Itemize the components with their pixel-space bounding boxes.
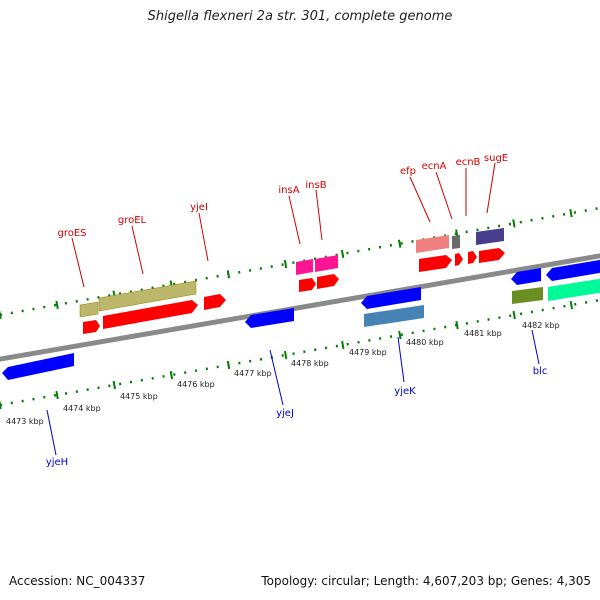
ruler-label: 4479 kbp <box>349 348 387 357</box>
ruler-tick <box>512 219 516 228</box>
groEL-cds[interactable] <box>103 300 198 329</box>
groEL-gene[interactable] <box>98 280 197 312</box>
sugE-cds[interactable] <box>479 248 505 263</box>
ruler-tick <box>226 360 231 370</box>
gene-label-yjeK: yjeK <box>394 386 416 397</box>
ruler-tick <box>169 370 174 380</box>
efp-rna[interactable] <box>416 235 449 253</box>
ruler-label: 4475 kbp <box>120 392 158 401</box>
ruler-label: 4476 kbp <box>177 380 215 389</box>
blc-gene[interactable] <box>511 268 541 285</box>
ruler-tick <box>512 310 516 320</box>
gene-label-ecnB: ecnB <box>456 157 481 168</box>
ecnA-cds[interactable] <box>455 253 463 266</box>
features-top[interactable] <box>79 228 505 334</box>
ruler-label: 4474 kbp <box>63 404 101 413</box>
ruler-tick <box>112 380 116 390</box>
bottom-ruler <box>0 298 600 407</box>
gene-label-groEL: groEL <box>118 215 147 226</box>
gene-label-ecnA: ecnA <box>422 161 447 172</box>
gene-label-groES: groES <box>57 228 86 239</box>
gene-label-insA: insA <box>278 185 299 196</box>
top-ruler <box>0 206 600 317</box>
ecnB-cds[interactable] <box>468 251 477 264</box>
gene-label-efp: efp <box>400 166 416 177</box>
genome-summary: Topology: circular; Length: 4,607,203 bp… <box>261 574 591 588</box>
ruler-tick <box>398 239 402 248</box>
gene-labels-top: groES groEL yjeI insA insB efp ecnA ecnB… <box>57 153 508 239</box>
yjeH-gene[interactable] <box>2 353 74 380</box>
ruler-tick <box>226 270 231 279</box>
ecnA-gene[interactable] <box>452 235 460 249</box>
groES-gene[interactable] <box>79 301 99 318</box>
ruler-tick <box>0 400 2 410</box>
gene-label-insB: insB <box>305 180 326 191</box>
efp-cds[interactable] <box>419 255 452 272</box>
gene-labels-bottom: yjeH yjeJ yjeK blc <box>46 366 548 468</box>
ruler-tick <box>283 259 288 269</box>
sugE-gene[interactable] <box>476 228 504 245</box>
insA-gene[interactable] <box>296 259 313 275</box>
ruler-tick <box>455 320 459 330</box>
gene-label-yjeJ: yjeJ <box>276 408 294 419</box>
gene-label-blc: blc <box>533 366 548 377</box>
ruler-label: 4478 kbp <box>291 359 329 368</box>
ruler-tick <box>55 390 59 400</box>
genome-backbone <box>0 253 600 362</box>
genome-title: Shigella flexneri 2a str. 301, complete … <box>147 9 453 24</box>
blc-misc[interactable] <box>512 287 543 304</box>
yjeK-misc[interactable] <box>364 305 424 327</box>
ruler-tick <box>569 300 573 310</box>
insB-cds[interactable] <box>317 274 339 289</box>
gene-label-sugE: sugE <box>484 153 508 164</box>
insA-cds[interactable] <box>299 278 316 292</box>
right-misc[interactable] <box>548 278 600 301</box>
gene-label-yjeH: yjeH <box>46 457 68 468</box>
ruler-label: 4473 kbp <box>6 417 44 426</box>
ruler-label: 4477 kbp <box>234 369 272 378</box>
gene-label-yjeI: yjeI <box>190 202 208 213</box>
yjeJ-gene[interactable] <box>245 308 294 328</box>
ruler-tick <box>340 249 345 258</box>
ruler-label: 4481 kbp <box>464 329 502 338</box>
ruler-labels: 4473 kbp 4474 kbp 4475 kbp 4476 kbp 4477… <box>6 321 560 426</box>
accession-text: Accession: NC_004337 <box>9 574 146 588</box>
ruler-tick <box>569 209 573 218</box>
right-gene[interactable] <box>546 259 600 281</box>
yjeK-gene[interactable] <box>361 287 421 309</box>
ruler-label: 4482 kbp <box>522 321 560 330</box>
ruler-tick <box>398 330 402 340</box>
ruler-tick <box>0 310 2 320</box>
yjeI-cds[interactable] <box>204 294 226 310</box>
features-bottom[interactable] <box>2 259 600 380</box>
groES-cds[interactable] <box>83 320 100 334</box>
ruler-tick <box>284 350 288 360</box>
label-leaders <box>46 162 540 456</box>
insB-gene[interactable] <box>315 255 338 272</box>
ruler-tick <box>55 300 59 309</box>
ruler-label: 4480 kbp <box>406 338 444 347</box>
ruler-tick <box>341 340 345 350</box>
